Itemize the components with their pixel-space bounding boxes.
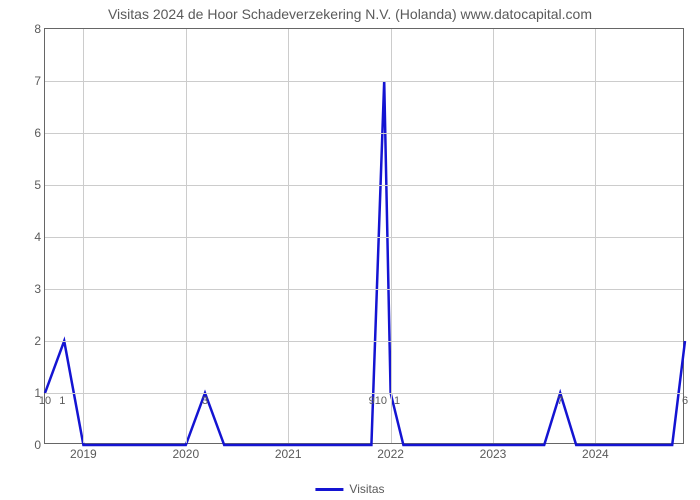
xtick-label: 2019: [70, 447, 97, 461]
ytick-label: 0: [21, 438, 41, 452]
xtick-label: 2022: [377, 447, 404, 461]
gridline-h: [45, 289, 683, 290]
xtick-label: 2024: [582, 447, 609, 461]
xtick-label: 2021: [275, 447, 302, 461]
visitas-line: [45, 81, 685, 445]
gridline-v: [493, 29, 494, 443]
xtick-label: 2020: [172, 447, 199, 461]
gridline-h: [45, 237, 683, 238]
gridline-h: [45, 185, 683, 186]
legend: Visitas: [315, 482, 384, 496]
ytick-label: 4: [21, 230, 41, 244]
gridline-h: [45, 81, 683, 82]
point-label: 10: [39, 395, 51, 407]
point-label: 3: [202, 395, 208, 407]
gridline-h: [45, 133, 683, 134]
gridline-v: [83, 29, 84, 443]
ytick-label: 7: [21, 74, 41, 88]
gridline-v: [391, 29, 392, 443]
point-label: 6: [682, 395, 688, 407]
gridline-h: [45, 341, 683, 342]
chart-area: 0123456782019202020212022202320241013910…: [44, 28, 684, 444]
gridline-v: [595, 29, 596, 443]
legend-label: Visitas: [349, 482, 384, 496]
xtick-label: 2023: [480, 447, 507, 461]
point-label: 1: [394, 395, 400, 407]
legend-swatch: [315, 488, 343, 491]
gridline-v: [288, 29, 289, 443]
point-label: 910: [369, 395, 387, 407]
ytick-label: 6: [21, 126, 41, 140]
point-label: 7: [557, 395, 563, 407]
ytick-label: 8: [21, 22, 41, 36]
ytick-label: 3: [21, 282, 41, 296]
ytick-label: 5: [21, 178, 41, 192]
gridline-v: [186, 29, 187, 443]
chart-title: Visitas 2024 de Hoor Schadeverzekering N…: [0, 0, 700, 22]
point-label: 1: [59, 395, 65, 407]
ytick-label: 2: [21, 334, 41, 348]
gridline-h: [45, 393, 683, 394]
plot-region: 0123456782019202020212022202320241013910…: [44, 28, 684, 444]
